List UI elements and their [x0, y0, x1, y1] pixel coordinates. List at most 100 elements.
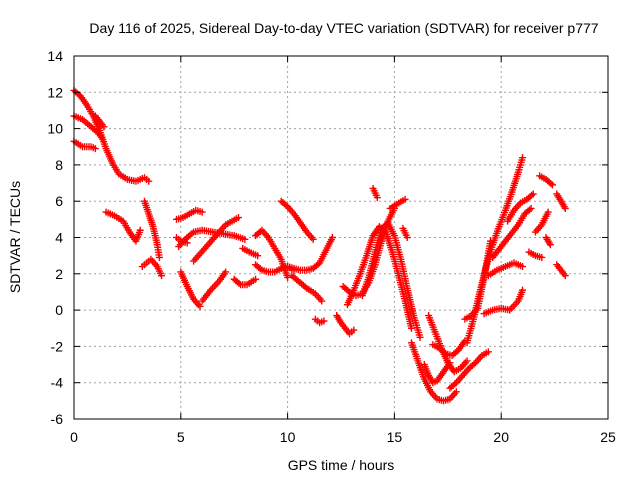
chart-title: Day 116 of 2025, Sidereal Day-to-day VTE… [89, 20, 598, 36]
series-arc-6 [140, 197, 163, 261]
axis-ticks [73, 55, 609, 420]
series-arc-45 [553, 261, 569, 280]
y-tick-label: 14 [47, 48, 63, 64]
data-point [198, 208, 206, 216]
series-arc-39 [504, 190, 537, 225]
y-tick-label: 6 [55, 193, 63, 209]
series-arc-22 [333, 312, 358, 338]
series-arc-38 [489, 204, 535, 261]
series-arc-21 [311, 315, 328, 327]
tick-labels: 0 5 10 15 20 25 -6 -4 -2 0 2 4 6 8 10 12 14 [47, 48, 616, 445]
y-tick-label: 0 [55, 302, 63, 318]
series-arc-35 [461, 237, 495, 323]
data-point [328, 234, 336, 241]
data-point [158, 272, 166, 280]
data-point [145, 177, 153, 185]
series-arc-28 [399, 224, 411, 241]
series-arc-2 [70, 112, 106, 142]
data-point [561, 204, 569, 212]
data-point [284, 273, 292, 281]
data-points [70, 86, 569, 405]
y-tick-label: 10 [47, 121, 63, 137]
series-arc-36 [480, 286, 527, 318]
series-arc-33 [446, 348, 492, 392]
data-point [452, 388, 460, 396]
data-point [98, 134, 106, 142]
data-point [252, 275, 260, 283]
data-point [234, 214, 242, 222]
data-point [282, 201, 290, 209]
data-point [416, 333, 424, 341]
series-arc-19 [284, 234, 336, 274]
series-arc-29 [407, 339, 460, 405]
series-arc-1 [70, 86, 153, 185]
series-arc-4 [91, 112, 108, 131]
data-point [527, 204, 535, 212]
data-point [526, 206, 534, 214]
x-tick-label: 20 [493, 429, 509, 445]
x-tick-label: 15 [387, 429, 403, 445]
data-point [528, 191, 536, 199]
series-arc-7 [138, 255, 166, 280]
data-point [463, 357, 471, 365]
y-tick-label: -2 [51, 338, 64, 354]
data-point [318, 297, 326, 305]
y-tick-label: -6 [51, 411, 64, 427]
series-arc-15 [239, 244, 262, 260]
series-arc-18 [277, 197, 317, 243]
data-point [403, 234, 411, 241]
series-arc-17 [252, 226, 292, 281]
data-point [309, 235, 317, 243]
y-tick-label: 8 [55, 157, 63, 173]
data-point [547, 180, 555, 188]
data-point [470, 360, 478, 368]
data-point [401, 195, 409, 203]
data-point [529, 190, 537, 198]
data-point [519, 263, 527, 271]
y-tick-label: 12 [47, 84, 63, 100]
data-point [561, 272, 569, 280]
series-arc-27 [386, 195, 409, 212]
data-point [546, 241, 554, 249]
y-tick-label: -4 [51, 375, 64, 391]
x-tick-label: 10 [280, 429, 296, 445]
series-arc-13 [198, 268, 230, 305]
grid [74, 56, 608, 419]
data-point [373, 194, 381, 202]
series-arc-12 [190, 214, 242, 265]
y-tick-label: 4 [55, 230, 63, 246]
series-arc-20 [288, 272, 326, 305]
data-point [320, 317, 328, 325]
data-point [222, 268, 230, 276]
data-point [451, 380, 459, 388]
series-arc-11 [177, 268, 204, 310]
data-point [196, 302, 204, 310]
data-point [254, 252, 262, 260]
series-arc-26 [369, 184, 381, 202]
x-tick-label: 25 [600, 429, 616, 445]
y-tick-label: 2 [55, 266, 63, 282]
data-point [440, 348, 448, 356]
x-tick-label: 0 [70, 429, 78, 445]
series-arc-40 [525, 248, 546, 261]
data-point [235, 279, 243, 287]
series-arc-43 [542, 234, 554, 249]
series-arc-3 [70, 137, 99, 153]
series-arc-31 [425, 312, 471, 376]
series-arc-24 [343, 223, 415, 332]
series-arc-25 [358, 219, 424, 341]
x-tick-label: 5 [177, 429, 185, 445]
data-point [350, 326, 358, 334]
series-arc-42 [536, 172, 556, 189]
data-point [519, 154, 527, 162]
data-point [487, 237, 495, 245]
series-arc-8 [173, 206, 206, 223]
series-arc-34 [463, 154, 527, 347]
series-arc-37 [484, 259, 527, 280]
y-axis-title: SDTVAR / TECUs [7, 181, 23, 293]
data-point [548, 181, 556, 189]
data-point [155, 253, 163, 261]
data-point [256, 265, 264, 273]
x-axis-title: GPS time / hours [288, 457, 395, 473]
